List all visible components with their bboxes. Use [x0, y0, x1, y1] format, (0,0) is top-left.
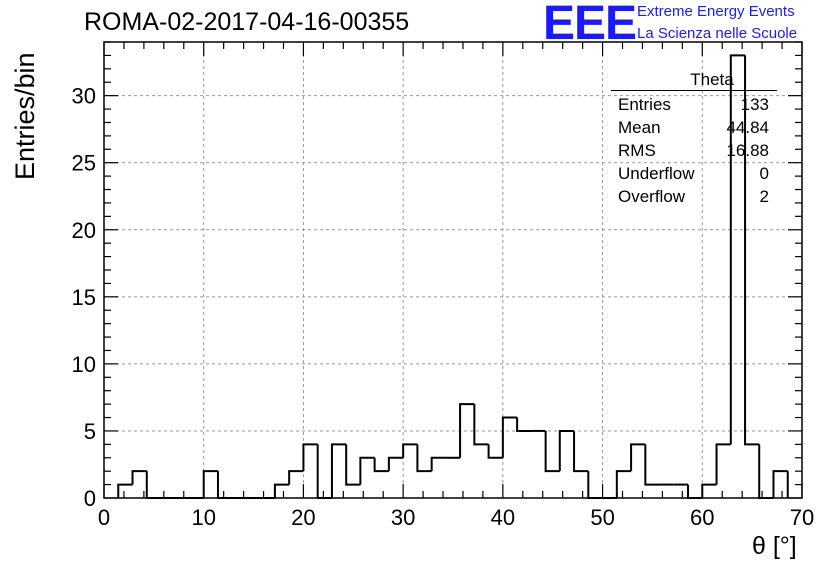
stats-box: Theta Entries 133 Mean 44.84 RMS 16.88 U… [611, 70, 777, 208]
axis-ticks [103, 41, 803, 499]
stats-value: 16.88 [726, 141, 769, 160]
x-tick-label: 60 [690, 505, 714, 530]
histogram-bin [587, 471, 603, 499]
stats-value: 2 [759, 187, 769, 206]
histogram-bin [729, 54, 746, 445]
histogram-bin [473, 404, 489, 446]
stats-label: Underflow [618, 164, 695, 183]
histogram-bin [558, 429, 575, 472]
logo-line2: La Scienza nelle Scuole [637, 25, 798, 42]
x-tick-label: 20 [291, 505, 315, 530]
y-tick-label: 25 [72, 151, 96, 176]
histogram-bin [501, 416, 518, 458]
histogram-bin [402, 443, 418, 458]
histogram-bin [772, 470, 788, 498]
stats-label: Mean [618, 118, 661, 137]
histogram-bin [644, 444, 660, 486]
grid-lines [104, 42, 802, 498]
y-tick-label: 0 [84, 486, 96, 511]
x-tick-label: 0 [98, 505, 110, 530]
x-tick-label: 30 [391, 505, 415, 530]
y-axis-label: Entries/bin [10, 52, 40, 180]
histogram-bin [615, 470, 632, 498]
histogram-bin [516, 417, 532, 432]
histogram-bin [316, 444, 332, 499]
stats-value: 44.84 [726, 118, 769, 137]
x-tick-label: 50 [590, 505, 614, 530]
y-tick-label: 30 [72, 84, 96, 109]
stats-row-rms: RMS 16.88 [611, 139, 777, 162]
x-tick-label: 10 [191, 505, 215, 530]
histogram-bin [758, 444, 774, 499]
histogram-bin [373, 457, 389, 473]
histogram-bin [345, 444, 361, 486]
histogram-bin [330, 443, 347, 498]
histogram-bin [430, 456, 446, 472]
histogram-bin [131, 470, 147, 485]
histogram-bin [387, 456, 404, 472]
stats-value: 0 [759, 164, 769, 183]
y-tick-label: 15 [72, 285, 96, 310]
histogram-bin [573, 430, 589, 473]
histogram-bin [359, 456, 375, 485]
histogram-bin [416, 444, 432, 473]
histogram-bin [487, 444, 503, 459]
y-tick-label: 5 [84, 419, 96, 444]
histogram-bin [701, 483, 717, 498]
histogram-bin [302, 443, 318, 472]
histogram-bin [459, 403, 475, 458]
stats-label: Entries [618, 95, 671, 114]
stats-label: RMS [618, 141, 656, 160]
histogram-bin [544, 430, 560, 473]
logo-line1: Extreme Energy Events [637, 3, 795, 20]
histogram-bin [216, 471, 233, 499]
stats-row-overflow: Overflow 2 [611, 185, 777, 208]
histogram-bin [117, 483, 133, 498]
eee-logo: EEE [543, 0, 637, 50]
histogram-bin [202, 470, 218, 498]
histogram-bin [630, 443, 646, 472]
histogram-bin [273, 483, 290, 498]
x-tick-label: 40 [491, 505, 515, 530]
x-tick-label: 70 [790, 505, 814, 530]
y-tick-label: 20 [72, 218, 96, 243]
stats-row-entries: Entries 133 [611, 93, 777, 116]
stats-row-mean: Mean 44.84 [611, 116, 777, 139]
histogram-bin [744, 55, 760, 446]
histogram-bin [145, 471, 162, 499]
stats-value: 133 [740, 95, 769, 114]
plot-title: ROMA-02-2017-04-16-00355 [84, 8, 410, 36]
y-tick-label: 10 [72, 352, 96, 377]
histogram-bin [715, 443, 731, 485]
stats-row-underflow: Underflow 0 [611, 162, 777, 185]
x-axis-label: θ [°] [752, 532, 797, 560]
histogram-bin [288, 470, 304, 485]
stats-label: Overflow [618, 187, 686, 206]
histogram-bin [687, 484, 703, 499]
stats-box-divider [611, 90, 777, 91]
stats-box-title: Theta [690, 70, 734, 89]
